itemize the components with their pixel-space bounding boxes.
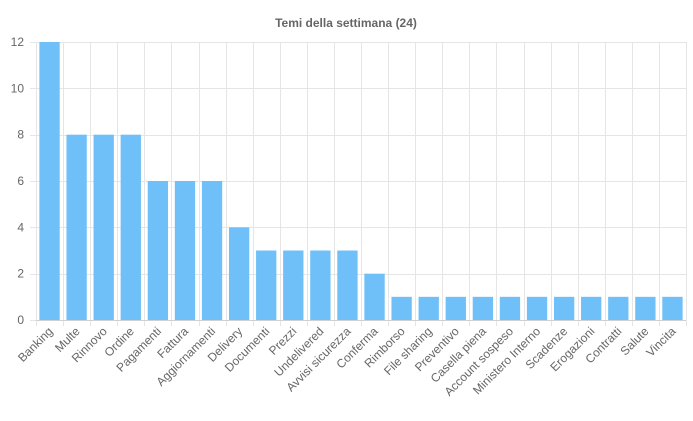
bars: [39, 42, 683, 320]
bar: [553, 296, 575, 320]
bar: [608, 296, 629, 320]
bar: [66, 134, 87, 320]
y-tick-label: 12: [11, 35, 25, 49]
bar: [499, 296, 521, 320]
y-tick-label: 6: [17, 174, 24, 188]
x-tick-label: Banking: [15, 324, 56, 365]
bar: [581, 296, 602, 320]
bar: [201, 181, 223, 320]
bar: [256, 250, 277, 320]
bar: [310, 250, 331, 320]
bar: [147, 181, 169, 320]
chart-title: Temi della settimana (24): [275, 16, 417, 30]
y-axis-ticks: 0 2 4 6 8 10 12: [11, 35, 25, 327]
bar: [364, 273, 385, 320]
bar: [337, 250, 358, 320]
bar: [472, 296, 494, 320]
y-tick-label: 10: [11, 81, 25, 95]
bar: [283, 250, 304, 320]
y-tick-label: 4: [17, 220, 24, 234]
y-tick-label: 8: [17, 128, 24, 142]
y-tick-label: 0: [17, 313, 24, 327]
bar: [635, 296, 656, 320]
bar: [228, 227, 250, 320]
bar: [526, 296, 548, 320]
bar: [445, 296, 466, 320]
bar: [174, 181, 196, 320]
bar: [391, 296, 412, 320]
y-tick-label: 2: [17, 267, 24, 281]
bar: [93, 134, 114, 320]
x-axis-ticks: BankingMulteRinnovoOrdinePagamentiFattur…: [15, 324, 679, 399]
bar: [120, 134, 141, 320]
grid: [30, 42, 687, 326]
x-tick-label: Vincita: [643, 324, 678, 359]
bar: [418, 296, 439, 320]
bar: [39, 42, 60, 320]
bar: [662, 296, 683, 320]
